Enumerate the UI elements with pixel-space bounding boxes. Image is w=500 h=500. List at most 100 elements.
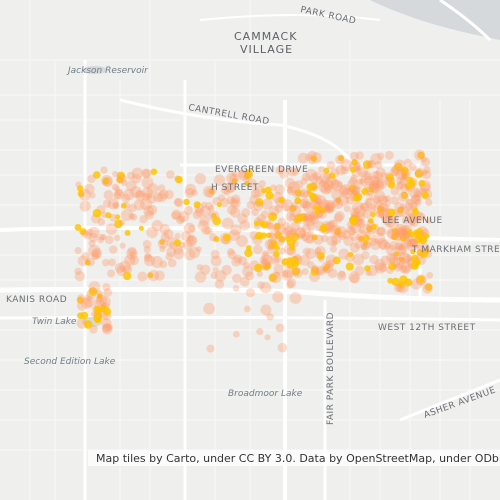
heat-point — [378, 211, 385, 218]
heat-point — [84, 183, 95, 195]
heat-point — [420, 156, 427, 163]
heat-point — [367, 159, 376, 169]
heat-point — [359, 202, 370, 212]
heat-point — [113, 191, 122, 200]
heat-point — [183, 205, 193, 216]
heat-point — [405, 198, 412, 206]
heat-point — [393, 251, 401, 260]
heat-point — [287, 278, 297, 288]
heat-point — [89, 192, 96, 199]
heat-point — [138, 225, 144, 231]
heat-point — [220, 185, 230, 195]
heat-point — [413, 229, 420, 236]
heat-point — [397, 244, 408, 255]
heat-point — [302, 247, 311, 256]
heat-point — [107, 198, 119, 210]
heat-point — [387, 181, 396, 189]
heat-point — [273, 250, 280, 258]
heat-point — [287, 166, 298, 177]
heat-point — [79, 200, 91, 212]
heat-point — [307, 214, 314, 222]
heat-point — [394, 241, 404, 251]
heat-point — [388, 254, 399, 264]
heat-point — [187, 234, 195, 242]
heat-point — [231, 170, 238, 177]
heat-point — [394, 162, 403, 172]
heat-point — [252, 244, 263, 255]
heat-point — [229, 173, 240, 184]
heat-point — [295, 213, 304, 223]
heat-point — [333, 213, 343, 223]
street-label: EVERGREEN DRIVE — [215, 165, 308, 175]
heat-points — [74, 149, 434, 353]
heat-point — [317, 201, 325, 208]
heat-point — [301, 172, 311, 182]
heat-point — [159, 223, 170, 235]
heat-point — [191, 189, 198, 196]
heat-point — [121, 179, 128, 187]
street-label: PARK ROAD — [299, 5, 357, 27]
heat-point — [97, 236, 105, 244]
heat-point — [141, 176, 154, 189]
heat-point — [286, 186, 297, 196]
heat-point — [157, 184, 166, 193]
heat-point — [406, 213, 418, 225]
heat-point — [340, 159, 353, 172]
heat-point — [245, 244, 252, 251]
heat-point — [380, 255, 391, 266]
heat-point — [101, 174, 113, 187]
street-label: LEE AVENUE — [382, 216, 443, 226]
heat-point — [298, 198, 309, 209]
heat-point — [370, 211, 376, 218]
heat-point — [331, 179, 343, 192]
heat-point — [351, 159, 358, 166]
heat-point — [362, 240, 369, 247]
heat-point — [374, 161, 383, 169]
heat-point — [298, 254, 311, 266]
heat-point — [253, 185, 265, 198]
heat-point — [309, 173, 320, 184]
heat-point — [384, 199, 392, 207]
heat-point — [226, 196, 235, 205]
heat-point — [239, 276, 250, 287]
heat-point — [273, 263, 284, 275]
heat-point — [289, 221, 301, 232]
heat-point — [302, 202, 314, 213]
heat-point — [193, 201, 201, 209]
heat-point — [310, 267, 319, 276]
heat-point — [354, 240, 362, 249]
heat-point — [401, 264, 411, 274]
heat-point — [289, 227, 297, 235]
heat-point — [290, 202, 299, 211]
heat-point — [304, 214, 317, 227]
heat-point — [335, 197, 342, 204]
heat-point — [233, 254, 243, 264]
heat-point — [305, 169, 318, 181]
heat-point — [337, 155, 345, 162]
heat-point — [91, 252, 100, 260]
heat-point — [348, 227, 356, 235]
heat-point — [391, 227, 399, 235]
heat-point — [219, 197, 230, 208]
heat-point — [362, 160, 372, 170]
heat-point — [279, 168, 289, 179]
place-label: VILLAGE — [240, 43, 293, 56]
heat-point — [363, 172, 372, 181]
heat-point — [181, 231, 192, 241]
heat-point — [350, 174, 358, 183]
heat-point — [74, 271, 85, 282]
heat-point — [128, 212, 136, 220]
heat-point — [210, 255, 222, 267]
heat-point — [77, 190, 85, 198]
heat-point — [245, 288, 256, 298]
heat-point — [76, 185, 84, 192]
heat-point — [208, 233, 218, 242]
heat-point — [348, 271, 360, 283]
heat-point — [398, 206, 410, 218]
heat-point — [261, 198, 273, 210]
heat-point — [184, 183, 197, 196]
heat-point — [349, 216, 359, 226]
heat-point — [151, 256, 163, 268]
heat-point — [202, 185, 215, 198]
heat-point — [410, 249, 416, 255]
